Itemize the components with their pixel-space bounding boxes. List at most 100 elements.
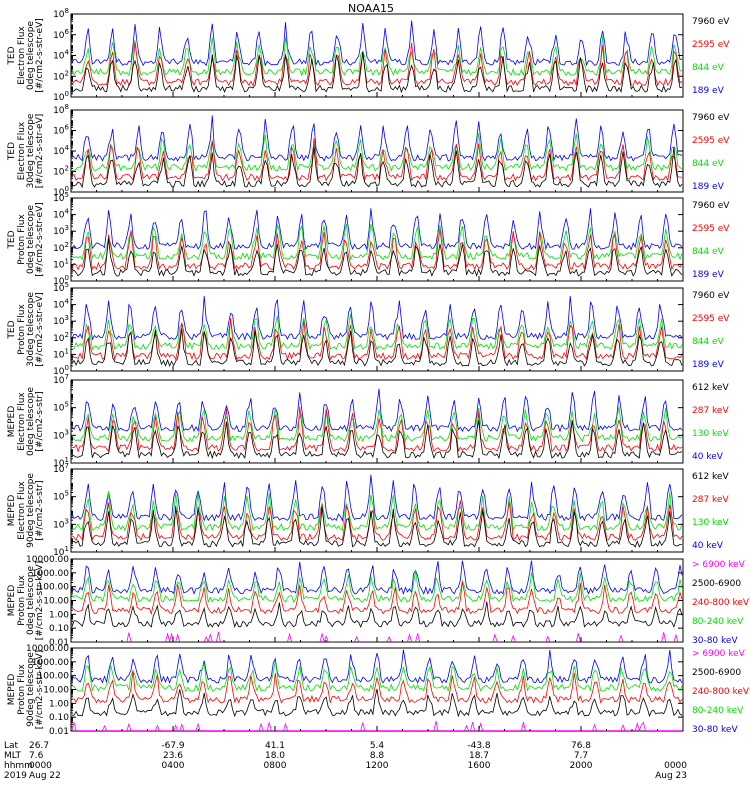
y-tick-label: 10000.00 bbox=[26, 555, 69, 565]
legend-entry: 189 eV bbox=[692, 360, 725, 370]
legend-entry: 844 eV bbox=[692, 159, 725, 169]
y-axis-label-line: 0deg telescope bbox=[26, 205, 36, 275]
x-row-label: 2019 bbox=[4, 771, 27, 781]
y-tick-label: 107 bbox=[53, 462, 69, 475]
y-tick-label: 1.00 bbox=[49, 699, 69, 709]
x-tick-label: Aug 22 bbox=[29, 771, 61, 781]
x-tick-label: -67.9 bbox=[161, 741, 185, 751]
y-tick-label: 105 bbox=[53, 191, 69, 204]
y-tick-label: 101 bbox=[53, 545, 69, 558]
y-axis-label-line: Electron Flux bbox=[17, 481, 27, 540]
y-axis-label-line: Electron Flux bbox=[17, 121, 27, 180]
panel-4: 100 101 102 103 104 105 TED Proton Flux 30deg te… bbox=[7, 281, 730, 377]
y-axis-label-line: TED bbox=[7, 46, 17, 65]
legend-entry: 7960 eV bbox=[692, 291, 730, 301]
panel-frame bbox=[70, 468, 684, 553]
y-tick-label: 0.01 bbox=[49, 727, 69, 737]
y-tick-label: 104 bbox=[53, 144, 69, 157]
y-tick-label: 104 bbox=[53, 208, 69, 221]
series-trace bbox=[71, 313, 683, 351]
y-axis-label-line: TED bbox=[7, 230, 17, 249]
y-axis-label-line: Electron Flux bbox=[17, 392, 27, 451]
panel-6: 101 103 105 107 MEPED Electron Flux 90deg tele… bbox=[7, 462, 729, 558]
y-axis-label-line: 0deg telescope bbox=[26, 21, 36, 91]
series-trace bbox=[71, 238, 683, 278]
legend-entry: 40 keV bbox=[692, 452, 724, 462]
y-axis-label-line: MEPED bbox=[7, 674, 17, 706]
series-trace bbox=[71, 560, 683, 596]
y-axis-label-line: MEPED bbox=[7, 406, 17, 438]
series-trace bbox=[71, 601, 683, 628]
y-tick-label: 102 bbox=[53, 165, 69, 178]
series-trace bbox=[71, 582, 683, 616]
y-tick-label: 10000.00 bbox=[26, 644, 69, 654]
y-tick-label: 106 bbox=[53, 28, 69, 41]
legend-entry: 30-80 keV bbox=[692, 636, 738, 646]
x-tick-label: 8.8 bbox=[370, 751, 385, 761]
x-tick-label: 18.7 bbox=[469, 751, 489, 761]
y-axis-label-line: Proton Flux bbox=[17, 214, 27, 265]
y-axis-label-line: 30deg telescope bbox=[26, 292, 36, 367]
x-tick-label: 18.0 bbox=[265, 751, 285, 761]
panel-frame bbox=[70, 287, 684, 372]
series-trace bbox=[71, 474, 683, 522]
x-tick-label: 1200 bbox=[366, 761, 389, 771]
legend-entry: 287 keV bbox=[692, 495, 729, 505]
y-tick-label: 101 bbox=[53, 456, 69, 469]
series-trace bbox=[71, 670, 683, 704]
series-trace bbox=[71, 138, 682, 182]
legend-entry: > 6900 keV bbox=[692, 649, 746, 659]
panel-frame bbox=[70, 109, 684, 193]
series-trace bbox=[71, 420, 683, 460]
legend-entry: 844 eV bbox=[692, 337, 725, 347]
y-axis-label-line: TED bbox=[7, 320, 17, 339]
y-tick-label: 105 bbox=[53, 490, 69, 503]
panel-1: 100 102 104 106 108 TED Electron Flux 0deg tele… bbox=[7, 7, 730, 103]
legend-entry: 844 eV bbox=[692, 247, 725, 257]
legend-entry: 80-240 keV bbox=[692, 617, 744, 627]
legend-entry: 844 eV bbox=[692, 63, 725, 73]
x-tick-label: 7.6 bbox=[29, 751, 44, 761]
y-tick-label: 10.00 bbox=[43, 686, 69, 696]
legend-entry: 30-80 keV bbox=[692, 725, 738, 735]
y-axis-label-line: [#/cm2-s-str-keV] bbox=[35, 561, 45, 640]
y-tick-label: 0.10 bbox=[49, 713, 69, 723]
legend-entry: 2500-6900 bbox=[692, 579, 741, 589]
series-trace bbox=[71, 133, 683, 172]
panel-7: 0.01 0.10 1.00 10.00 100.00 1000.00 10000.00 ME… bbox=[7, 555, 750, 648]
legend-entry: 612 keV bbox=[692, 472, 729, 482]
y-axis-label-line: Proton Flux bbox=[17, 304, 27, 355]
series-trace bbox=[71, 318, 683, 361]
y-tick-label: 108 bbox=[53, 103, 69, 116]
y-axis-label-line: [#/cm2-s-str] bbox=[35, 391, 45, 451]
series-trace bbox=[71, 208, 683, 251]
x-tick-label: 5.4 bbox=[370, 741, 385, 751]
x-tick-label: 0400 bbox=[162, 761, 185, 771]
legend-entry: 287 keV bbox=[692, 406, 729, 416]
y-tick-label: 105 bbox=[53, 281, 69, 294]
x-tick-label: 2000 bbox=[570, 761, 593, 771]
y-tick-label: 103 bbox=[53, 428, 69, 441]
y-tick-label: 103 bbox=[53, 224, 69, 237]
y-tick-label: 101 bbox=[53, 347, 69, 360]
y-axis-label-line: [#/cm2-s-str-eV] bbox=[35, 202, 45, 277]
legend-entry: 7960 eV bbox=[692, 201, 730, 211]
x-tick-label: Aug 23 bbox=[655, 771, 687, 781]
y-tick-label: 0.01 bbox=[49, 638, 69, 648]
legend-entry: 40 keV bbox=[692, 541, 724, 551]
x-row-label: hhmm bbox=[4, 761, 33, 771]
legend-entry: 130 keV bbox=[692, 518, 729, 528]
series-trace bbox=[71, 223, 683, 261]
y-tick-label: 10.00 bbox=[43, 597, 69, 607]
y-tick-label: 101 bbox=[53, 257, 69, 270]
y-tick-label: 102 bbox=[53, 241, 69, 254]
y-axis-label-line: 90deg telescope bbox=[26, 652, 36, 727]
x-tick-label: 26.7 bbox=[29, 741, 49, 751]
y-tick-label: 104 bbox=[53, 298, 69, 311]
series-trace bbox=[71, 229, 683, 271]
panel-frame bbox=[70, 558, 684, 643]
series-trace bbox=[72, 688, 683, 718]
y-tick-label: 1000.00 bbox=[32, 569, 69, 579]
legend-entry: 2595 eV bbox=[692, 314, 730, 324]
